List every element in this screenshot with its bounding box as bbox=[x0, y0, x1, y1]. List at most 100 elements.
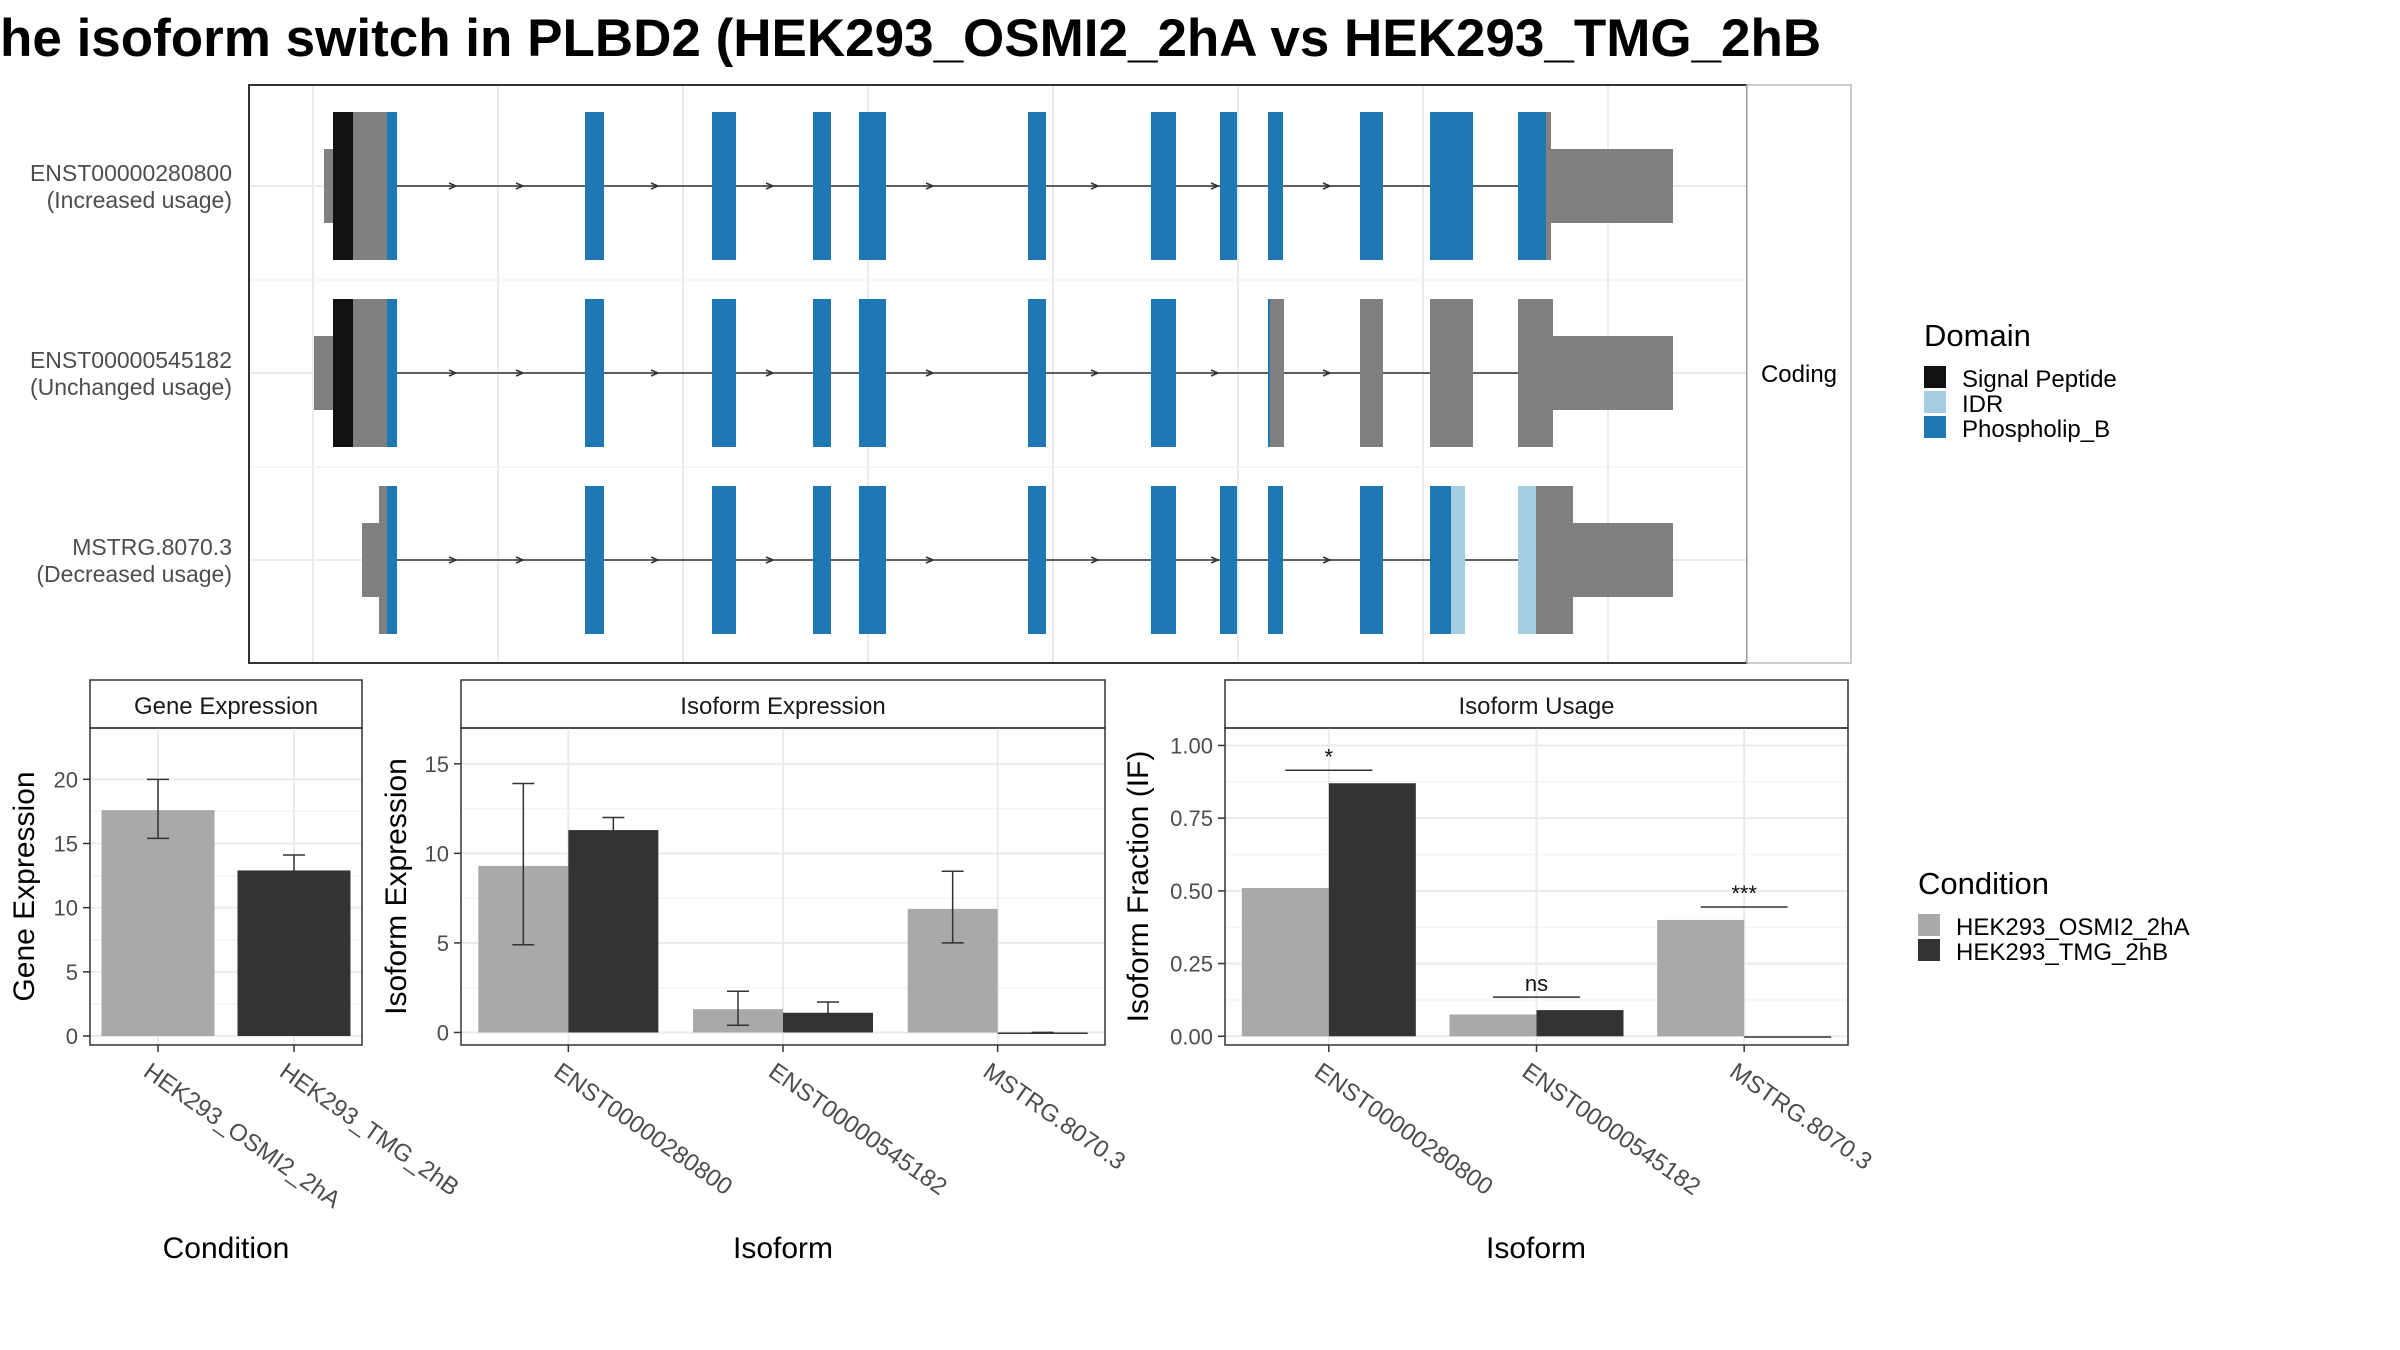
y-tick-label: 10 bbox=[425, 841, 449, 866]
exon-segment bbox=[1546, 112, 1551, 260]
x-tick-label: MSTRG.8070.3 bbox=[1725, 1058, 1877, 1176]
exon-segment bbox=[1028, 299, 1046, 447]
exon-segment bbox=[1270, 299, 1284, 447]
x-tick-label: ENST00000280800 bbox=[549, 1058, 737, 1201]
exon-segment bbox=[1220, 486, 1237, 634]
x-axis-label: Isoform bbox=[733, 1232, 833, 1265]
exon-segment bbox=[859, 112, 886, 260]
bar bbox=[101, 810, 215, 1037]
exon-segment bbox=[1151, 486, 1176, 634]
y-axis-label: Isoform Fraction (IF) bbox=[1122, 751, 1155, 1023]
intron-arrow bbox=[650, 182, 660, 190]
exon-segment bbox=[1268, 112, 1283, 260]
y-tick-label: 0.75 bbox=[1170, 806, 1213, 831]
legend-key-cond-b bbox=[1918, 939, 1940, 961]
exon-segment bbox=[362, 523, 379, 597]
intron-arrow bbox=[650, 556, 660, 564]
exon-segment bbox=[1268, 299, 1270, 447]
intron-arrow bbox=[448, 369, 458, 377]
intron-arrow bbox=[765, 369, 775, 377]
intron-arrow bbox=[1210, 369, 1220, 377]
panel-title: Isoform Usage bbox=[1458, 693, 1614, 720]
exon-segment bbox=[1360, 486, 1383, 634]
intron-arrow bbox=[925, 556, 935, 564]
legend-key-signal-peptide bbox=[1924, 366, 1946, 388]
condition-legend: Condition HEK293_OSMI2_2hA HEK293_TMG_2h… bbox=[1918, 866, 2189, 966]
legend-key-idr bbox=[1924, 391, 1946, 413]
bar bbox=[1657, 919, 1745, 1037]
exon-segment bbox=[1553, 336, 1673, 410]
legend-label-idr: IDR bbox=[1962, 391, 2003, 418]
exon-segment bbox=[1151, 112, 1176, 260]
exon-segment bbox=[1268, 486, 1283, 634]
exon-segment bbox=[1151, 299, 1176, 447]
intron-arrow bbox=[1090, 556, 1100, 564]
exon-segment bbox=[1430, 112, 1473, 260]
exon-segment bbox=[333, 112, 353, 260]
bar bbox=[1744, 1036, 1832, 1038]
exon-segment bbox=[353, 299, 387, 447]
exon-segment bbox=[1430, 299, 1473, 447]
transcript-usage-label: (Decreased usage) bbox=[36, 561, 232, 587]
legend-key-cond-a bbox=[1918, 914, 1940, 936]
exon-segment bbox=[813, 486, 831, 634]
exon-segment bbox=[387, 112, 397, 260]
x-tick-label: ENST00000545182 bbox=[764, 1058, 952, 1201]
panel-title: Gene Expression bbox=[134, 693, 318, 720]
exon-segment bbox=[712, 486, 736, 634]
legend-label-cond-b: HEK293_TMG_2hB bbox=[1956, 939, 2168, 966]
x-axis-label: Condition bbox=[163, 1232, 290, 1265]
intron-arrow bbox=[448, 182, 458, 190]
y-tick-label: 5 bbox=[437, 931, 449, 956]
panel-title: Isoform Expression bbox=[680, 693, 885, 720]
y-tick-label: 15 bbox=[425, 752, 449, 777]
domain-legend-title: Domain bbox=[1924, 318, 2031, 353]
y-tick-label: 0 bbox=[437, 1020, 449, 1045]
exon-segment bbox=[1551, 149, 1673, 223]
exon-segment bbox=[1518, 486, 1536, 634]
condition-legend-title: Condition bbox=[1918, 866, 2049, 901]
intron-arrow bbox=[1322, 369, 1332, 377]
intron-arrow bbox=[765, 556, 775, 564]
bar-panel-3: Isoform Usage * ns *** 0.00 0.25 0.50 0.75 1.00 E… bbox=[1122, 679, 1877, 1265]
bar bbox=[237, 870, 351, 1037]
exon-segment bbox=[585, 299, 604, 447]
transcript-usage-label: (Unchanged usage) bbox=[30, 374, 232, 400]
y-tick-label: 20 bbox=[54, 767, 78, 792]
exon-segment bbox=[1536, 486, 1573, 634]
exon-segment bbox=[324, 149, 333, 223]
domain-legend: Domain Signal Peptide IDR Phospholip_B bbox=[1924, 318, 2117, 443]
exon-segment bbox=[813, 299, 831, 447]
y-tick-label: 0.50 bbox=[1170, 879, 1213, 904]
exon-segment bbox=[1360, 112, 1383, 260]
intron-arrow bbox=[1322, 182, 1332, 190]
exon-segment bbox=[387, 486, 397, 634]
bar bbox=[783, 1012, 873, 1033]
exon-segment bbox=[387, 299, 397, 447]
intron-arrow bbox=[1090, 182, 1100, 190]
exon-segment bbox=[1518, 299, 1553, 447]
figure-title: he isoform switch in PLBD2 (HEK293_OSMI2… bbox=[0, 9, 1821, 68]
intron-arrow bbox=[1090, 369, 1100, 377]
structure-facet-label: Coding bbox=[1761, 361, 1837, 388]
legend-label-phospholip-b: Phospholip_B bbox=[1962, 416, 2110, 443]
intron-arrow bbox=[448, 556, 458, 564]
y-tick-label: 10 bbox=[54, 896, 78, 921]
significance-label: * bbox=[1325, 744, 1334, 769]
bar bbox=[568, 830, 659, 1033]
intron-arrow bbox=[1210, 556, 1220, 564]
bar bbox=[1449, 1014, 1537, 1037]
exon-segment bbox=[314, 336, 333, 410]
exon-segment bbox=[1028, 112, 1046, 260]
legend-label-signal-peptide: Signal Peptide bbox=[1962, 366, 2117, 393]
panel-strip bbox=[460, 679, 1106, 729]
exon-segment bbox=[712, 112, 736, 260]
intron-arrow bbox=[925, 369, 935, 377]
exon-segment bbox=[353, 112, 387, 260]
exon-segment bbox=[859, 299, 886, 447]
bar bbox=[1241, 887, 1329, 1037]
x-tick-label: MSTRG.8070.3 bbox=[978, 1058, 1130, 1176]
legend-label-cond-a: HEK293_OSMI2_2hA bbox=[1956, 914, 2189, 941]
y-tick-label: 0.00 bbox=[1170, 1024, 1213, 1049]
